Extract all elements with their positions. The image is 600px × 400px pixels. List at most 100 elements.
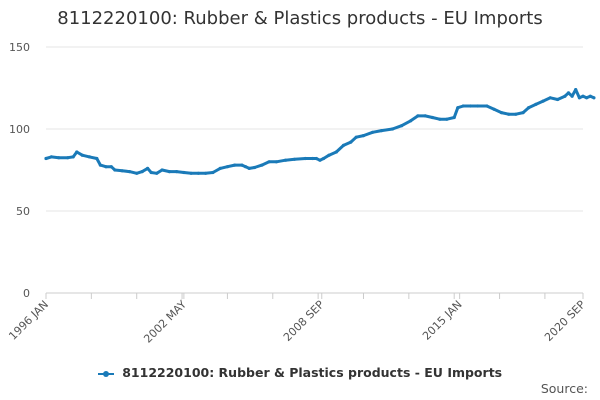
data-point bbox=[349, 140, 353, 144]
data-point bbox=[311, 156, 315, 161]
data-point bbox=[400, 124, 404, 128]
data-point bbox=[541, 99, 545, 103]
data-point bbox=[75, 150, 79, 154]
x-tick-label: 2008 SEP bbox=[281, 298, 327, 344]
data-point bbox=[521, 111, 525, 115]
data-point bbox=[318, 158, 322, 162]
data-point bbox=[566, 91, 571, 95]
series-layer bbox=[44, 88, 596, 175]
data-point bbox=[334, 150, 338, 154]
data-point bbox=[247, 166, 251, 170]
data-point bbox=[585, 96, 589, 100]
data-point bbox=[218, 166, 222, 170]
data-point bbox=[423, 114, 427, 118]
data-point bbox=[303, 156, 307, 161]
data-point bbox=[113, 168, 117, 172]
data-point bbox=[49, 155, 54, 159]
chart-title: 8112220100: Rubber & Plastics products -… bbox=[57, 8, 543, 29]
data-point bbox=[160, 168, 164, 172]
data-point bbox=[581, 94, 585, 98]
data-point bbox=[456, 106, 460, 110]
data-point bbox=[563, 94, 567, 98]
data-point bbox=[120, 169, 124, 173]
data-point bbox=[380, 129, 384, 133]
data-point bbox=[438, 117, 442, 121]
data-point bbox=[104, 165, 108, 169]
x-tick-label: 2020 SEP bbox=[542, 298, 588, 344]
data-point bbox=[211, 170, 215, 175]
data-point bbox=[570, 94, 574, 98]
data-point bbox=[175, 170, 179, 174]
data-point bbox=[189, 171, 193, 175]
data-point bbox=[499, 111, 503, 115]
x-tick-label: 1996 JAN bbox=[6, 298, 51, 343]
data-point bbox=[240, 163, 244, 167]
data-point bbox=[527, 106, 531, 110]
y-tick-label: 150 bbox=[9, 41, 30, 54]
y-tick-label: 100 bbox=[9, 123, 30, 136]
data-point bbox=[292, 157, 297, 161]
data-point bbox=[468, 104, 473, 108]
data-point bbox=[492, 107, 496, 111]
data-point bbox=[244, 165, 248, 169]
data-point bbox=[149, 170, 153, 175]
x-tick-label: 2002 MAY bbox=[141, 298, 189, 346]
data-point bbox=[98, 163, 102, 167]
data-point bbox=[354, 135, 358, 139]
data-point bbox=[146, 166, 150, 170]
data-point bbox=[80, 153, 84, 157]
data-point bbox=[592, 96, 596, 100]
data-point bbox=[507, 112, 511, 116]
data-point bbox=[196, 171, 200, 175]
data-point bbox=[548, 96, 552, 100]
y-tick-label: 50 bbox=[16, 205, 30, 218]
data-point bbox=[233, 163, 237, 167]
data-point bbox=[534, 102, 538, 106]
data-point bbox=[445, 117, 449, 121]
data-point bbox=[327, 153, 331, 157]
data-point bbox=[71, 155, 75, 159]
data-point bbox=[225, 165, 229, 169]
data-point bbox=[253, 165, 257, 170]
data-point bbox=[371, 130, 375, 134]
data-point bbox=[260, 163, 264, 167]
data-point bbox=[588, 94, 592, 98]
data-point bbox=[283, 158, 288, 162]
data-point bbox=[476, 104, 480, 108]
data-point bbox=[66, 156, 70, 160]
data-point bbox=[135, 171, 139, 175]
y-tick-label: 0 bbox=[23, 287, 30, 300]
data-point bbox=[95, 156, 99, 161]
data-point bbox=[57, 156, 61, 160]
data-point bbox=[140, 170, 144, 174]
data-point bbox=[87, 155, 92, 159]
data-point bbox=[430, 115, 434, 120]
data-point bbox=[416, 114, 420, 118]
data-point bbox=[314, 156, 318, 161]
data-point bbox=[556, 97, 560, 102]
data-point bbox=[577, 96, 582, 100]
data-point bbox=[322, 156, 326, 161]
data-point bbox=[109, 165, 113, 169]
data-point bbox=[361, 134, 366, 138]
data-point bbox=[574, 88, 578, 92]
data-point bbox=[204, 171, 208, 175]
data-point bbox=[182, 170, 186, 175]
data-point bbox=[461, 104, 465, 108]
data-point bbox=[167, 170, 171, 174]
data-point bbox=[514, 112, 518, 116]
data-point bbox=[267, 160, 271, 164]
data-point bbox=[44, 156, 48, 161]
x-axis: 1996 JAN 2002 MAY 2008 SEP 2015 JAN 2020 SEP bbox=[6, 293, 588, 346]
data-point bbox=[274, 160, 278, 164]
legend-label: 8112220100: Rubber & Plastics products -… bbox=[122, 365, 503, 380]
data-point bbox=[127, 170, 132, 174]
legend[interactable]: 8112220100: Rubber & Plastics products -… bbox=[0, 365, 600, 380]
data-point bbox=[409, 119, 413, 123]
x-tick-label: 2015 JAN bbox=[420, 298, 465, 343]
data-point bbox=[485, 104, 489, 108]
source-label: Source: bbox=[540, 381, 588, 396]
data-point bbox=[341, 143, 346, 147]
legend-line-marker-icon bbox=[97, 369, 114, 379]
